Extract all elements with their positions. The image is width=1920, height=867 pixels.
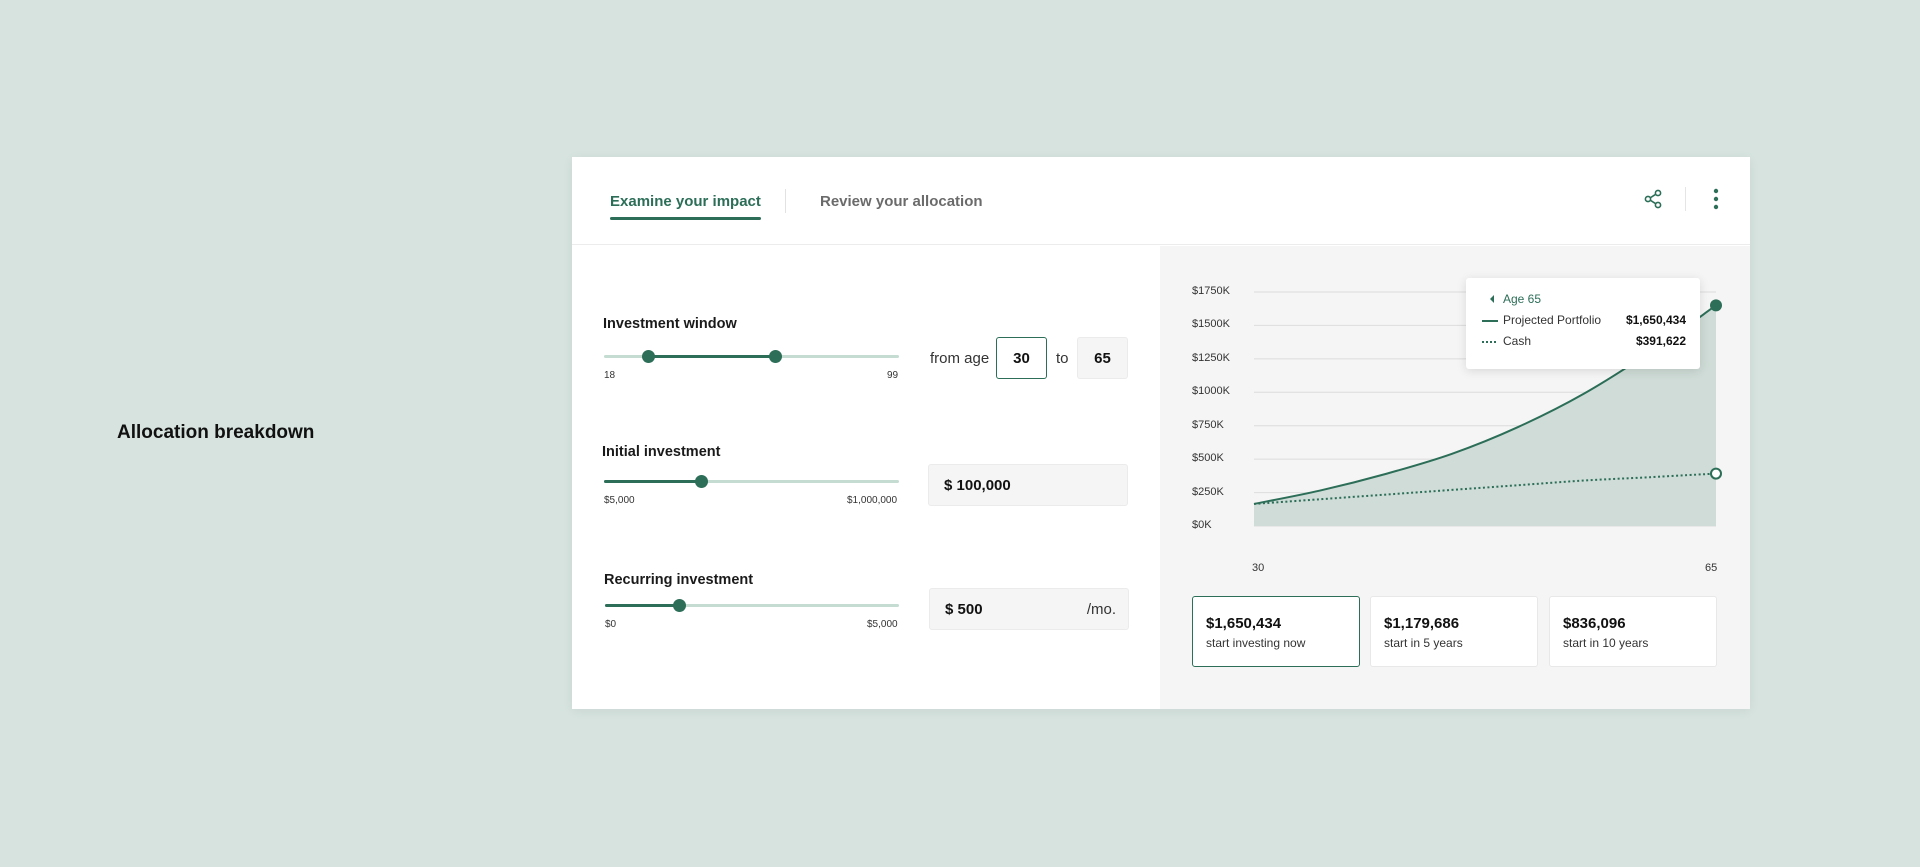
scenario-value: $1,650,434 [1206, 615, 1282, 632]
scenario-card-10-years[interactable]: $836,096 start in 10 years [1549, 596, 1717, 667]
chart-tooltip: Age 65 Projected Portfolio $1,650,434 Ca… [1466, 278, 1700, 369]
projection-panel: $0K $250K $500K $750K $1000K $1250K $1500K $175… [1160, 246, 1750, 709]
tooltip-cash-label: Cash [1503, 334, 1532, 348]
initial-investment-label: Initial investment [602, 444, 721, 460]
to-text: to [1056, 350, 1069, 367]
slider-thumb-to[interactable] [769, 350, 783, 363]
x-axis-start-label: 30 [1252, 562, 1265, 574]
slider-max-label: 99 [887, 370, 899, 381]
y-tick-label: $1000K [1192, 385, 1230, 398]
more-vertical-icon[interactable] [1708, 186, 1724, 212]
page-title: Allocation breakdown [117, 422, 315, 443]
tab-examine-impact[interactable]: Examine your impact [610, 193, 761, 220]
y-tick-label: $1250K [1192, 351, 1230, 364]
slider-min-label: $5,000 [604, 495, 635, 506]
recurring-investment-value: $ 500 [945, 600, 983, 618]
from-age-input[interactable]: 30 [996, 337, 1047, 379]
impact-card: Examine your impact Review your allocati… [572, 157, 1750, 709]
scenario-label: start in 10 years [1563, 636, 1649, 650]
y-tick-label: $0K [1192, 519, 1212, 531]
y-tick-label: $500K [1192, 452, 1224, 465]
recurring-investment-input[interactable]: $ 500 /mo. [929, 588, 1129, 630]
scenario-value: $1,179,686 [1384, 615, 1460, 632]
slider-fill [605, 604, 679, 607]
portfolio-end-point [1710, 299, 1722, 312]
y-tick-label: $1500K [1192, 318, 1230, 331]
to-age-input[interactable]: 65 [1077, 337, 1128, 379]
slider-min-label: 18 [604, 370, 616, 381]
slider-max-label: $5,000 [867, 619, 898, 630]
slider-max-label: $1,000,000 [847, 495, 898, 506]
y-tick-label: $250K [1192, 485, 1224, 498]
per-month-suffix: /mo. [1086, 600, 1116, 618]
tab-review-allocation[interactable]: Review your allocation [820, 193, 983, 210]
dotted-line-legend-icon [1482, 341, 1498, 343]
slider-thumb[interactable] [672, 599, 686, 612]
slider-thumb[interactable] [695, 475, 709, 488]
header-divider [1685, 187, 1686, 211]
scenario-card-now[interactable]: $1,650,434 start investing now [1192, 596, 1360, 667]
slider-min-label: $0 [605, 619, 617, 630]
recurring-investment-slider[interactable] [605, 599, 899, 613]
cash-line [1253, 472, 1717, 505]
recurring-investment-label: Recurring investment [604, 572, 754, 588]
portfolio-area [1254, 305, 1716, 526]
investment-window-label: Investment window [603, 316, 737, 332]
from-age-text: from age [930, 350, 990, 367]
cash-end-point [1710, 467, 1722, 480]
initial-investment-input[interactable]: $ 100,000 [928, 464, 1128, 506]
scenario-label: start in 5 years [1384, 636, 1463, 650]
slider-track [605, 604, 899, 607]
slider-fill [604, 480, 702, 483]
card-header: Examine your impact Review your allocati… [572, 157, 1750, 245]
caret-left-icon [1490, 295, 1494, 303]
scenario-value: $836,096 [1563, 615, 1626, 632]
slider-thumb-from[interactable] [641, 350, 655, 363]
scenario-label: start investing now [1206, 636, 1306, 650]
solid-line-legend-icon [1482, 320, 1498, 322]
slider-fill [647, 355, 776, 358]
share-icon[interactable] [1640, 186, 1666, 212]
y-tick-label: $750K [1192, 418, 1224, 431]
y-tick-label: $1750K [1192, 285, 1230, 297]
initial-investment-slider[interactable] [604, 475, 899, 489]
scenario-card-5-years[interactable]: $1,179,686 start in 5 years [1370, 596, 1538, 667]
x-axis-end-label: 65 [1705, 562, 1718, 574]
tooltip-title: Age 65 [1503, 292, 1542, 306]
tooltip-portfolio-value: $1,650,434 [1625, 313, 1686, 327]
tooltip-portfolio-label: Projected Portfolio [1503, 313, 1602, 327]
slider-track [604, 480, 899, 483]
tab-divider [785, 189, 786, 213]
investment-window-slider[interactable] [604, 350, 899, 364]
tooltip-cash-value: $391,622 [1635, 334, 1686, 348]
controls-panel: Investment window 18 99 from age 30 to 6… [572, 246, 1160, 709]
